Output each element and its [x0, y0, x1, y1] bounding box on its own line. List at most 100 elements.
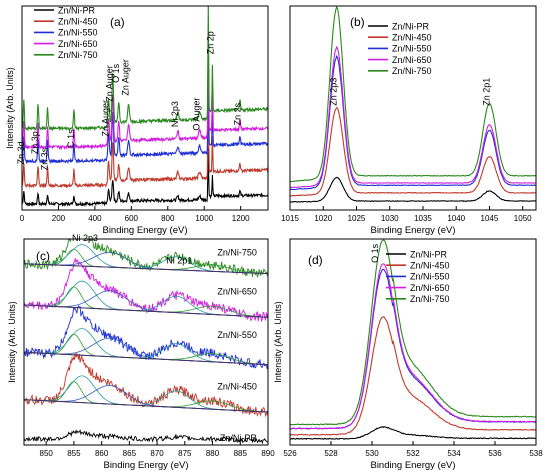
legend-label-zn-ni-450: Zn/Ni-450	[410, 261, 450, 271]
x-tick-label-c-875: 875	[178, 449, 192, 458]
baseline-zn-ni-550	[24, 351, 268, 366]
x-tick-label-b-1015: 1015	[281, 214, 299, 223]
panel-label-c: (c)	[36, 249, 50, 263]
plot-area-a	[22, 6, 268, 208]
series-line-zn-ni-pr	[24, 429, 268, 445]
series-line-zn-ni-pr	[290, 426, 536, 440]
x-tick-label-b-1040: 1040	[447, 214, 465, 223]
annotation-ni-2p3: Ni 2p3	[72, 233, 98, 243]
x-tick-label-c-880: 880	[206, 449, 220, 458]
x-tick-label-a-800: 800	[161, 214, 175, 223]
series-line-zn-ni-450	[290, 106, 536, 197]
series-line-zn-ni-450	[24, 352, 268, 418]
legend-label-zn-ni-450: Zn/Ni-450	[392, 33, 432, 43]
x-tick-label-a-200: 200	[52, 214, 66, 223]
legend-label-zn-ni-550: Zn/Ni-550	[410, 272, 450, 282]
annotation-zn-2p-10: Zn 2p	[205, 31, 215, 54]
series-line-zn-ni-450	[22, 83, 268, 189]
series-line-zn-ni-550	[22, 48, 268, 165]
x-tick-label-b-1025: 1025	[348, 214, 366, 223]
x-axis-label-d: Binding Energy (eV)	[370, 460, 455, 471]
legend-label-zn-ni-650: Zn/Ni-650	[58, 39, 98, 49]
series-label-zn-ni-650: Zn/Ni-650	[217, 287, 257, 297]
panel-b: 1015 1020 1025 1030 1035 1040 1045 1050 Binding …	[281, 5, 537, 236]
y-axis-label-a: Intensity (Arb. Units)	[5, 67, 15, 149]
x-tick-label-d-538: 538	[529, 449, 543, 458]
x-tick-label-b-1045: 1045	[481, 214, 499, 223]
plot-frame-b	[289, 5, 537, 211]
legend-b: Zn/Ni-PR Zn/Ni-450Zn/Ni-550Zn/Ni-650Zn/Ni…	[368, 21, 432, 76]
panel-label-b: (b)	[350, 15, 365, 29]
x-tick-label-c-870: 870	[150, 449, 164, 458]
annotation-o-auger-9: O Auger	[192, 98, 202, 131]
annotation-zn-auger-4: Zn Auger	[101, 100, 111, 137]
series-line-zn-ni-pr	[22, 147, 268, 208]
x-tick-label-b-1035: 1035	[414, 214, 432, 223]
annotation-zn-2p3-0: Zn 2p3	[329, 78, 339, 106]
x-tick-label-d-526: 526	[283, 449, 297, 458]
baseline-zn-ni-750	[24, 263, 268, 275]
legend-label-zn-ni-750: Zn/Ni-750	[410, 294, 450, 304]
legend-label-zn-ni-pr: Zn/Ni-PR	[58, 5, 96, 15]
x-tick-label-c-890: 890	[261, 449, 275, 458]
x-tick-label-a-1000: 1000	[195, 214, 213, 223]
x-tick-label-d-534: 534	[447, 449, 461, 458]
x-axis-label-b: Binding Energy (eV)	[370, 225, 455, 236]
annotation-ni-2p3-8: Ni 2p3	[170, 101, 180, 127]
legend-a: Zn/Ni-PR Zn/Ni-450Zn/Ni-550Zn/Ni-650Zn/Ni…	[34, 5, 98, 60]
annotation-zn-3d-0: Zn 3d	[16, 141, 26, 164]
x-tick-label-d-536: 536	[488, 449, 502, 458]
x-axis-label-a: Binding Energy (eV)	[102, 225, 187, 236]
series-line-zn-ni-650	[24, 257, 268, 323]
legend-label-zn-ni-750: Zn/Ni-750	[58, 50, 98, 60]
baseline-zn-ni-650	[24, 304, 268, 318]
plot-area-b	[290, 6, 536, 203]
plot-area-d	[290, 239, 536, 440]
x-tick-label-a-1200: 1200	[232, 214, 250, 223]
annotation-o-1s-0: O 1s	[370, 243, 380, 263]
x-tick-label-a-400: 400	[88, 214, 102, 223]
series-line-zn-ni-pr	[290, 176, 536, 203]
y-axis-label-c: Intensity (Arb. Units)	[7, 301, 17, 383]
baseline-zn-ni-450	[24, 399, 268, 413]
x-tick-label-a-600: 600	[125, 214, 139, 223]
legend-label-zn-ni-550: Zn/Ni-550	[392, 44, 432, 54]
series-label-zn-ni-450: Zn/Ni-450	[217, 381, 257, 391]
panel-label-a: (a)	[110, 15, 125, 29]
x-tick-label-a-0: 0	[20, 214, 25, 223]
x-tick-label-c-850: 850	[40, 449, 54, 458]
series-label-zn-ni-550: Zn/Ni-550	[217, 330, 257, 340]
series-line-zn-ni-750	[22, 6, 268, 132]
annotation-o-1s-6: O 1s	[111, 63, 121, 83]
panel-c: 850 855 860 865 870 875 880 885 890 Binding Energ…	[7, 233, 275, 471]
legend-d: Zn/Ni-PR Zn/Ni-450Zn/Ni-550Zn/Ni-650Zn/Ni…	[386, 249, 450, 304]
x-tick-label-b-1050: 1050	[514, 214, 532, 223]
series-line-zn-ni-650	[290, 263, 536, 430]
legend-label-zn-ni-650: Zn/Ni-650	[392, 55, 432, 65]
annotation-zn-3p-1: Zn 3p	[30, 131, 40, 154]
legend-label-zn-ni-750: Zn/Ni-750	[392, 66, 432, 76]
legend-label-zn-ni-pr: Zn/Ni-PR	[410, 249, 448, 259]
series-line-zn-ni-650	[22, 27, 268, 151]
x-tick-label-b-1030: 1030	[381, 214, 399, 223]
x-tick-label-d-528: 528	[324, 449, 338, 458]
series-line-zn-ni-550	[290, 54, 536, 191]
series-line-zn-ni-450	[290, 316, 536, 436]
panel-label-d: (d)	[308, 253, 323, 267]
annotation-zn-auger-7: Zn Auger	[121, 59, 131, 96]
annotation-ni-2p1: Ni 2p1	[166, 256, 192, 266]
annotation-zn-auger-5: Zn Auger	[105, 65, 115, 102]
annotation-c-1s-3: C 1s	[66, 129, 76, 148]
annotation-zn-2s-11: Zn 2s	[233, 102, 243, 125]
y-axis-label-d: Intensity (Arb. Units)	[273, 301, 283, 383]
legend-label-zn-ni-pr: Zn/Ni-PR	[392, 21, 430, 31]
x-tick-label-c-855: 855	[67, 449, 81, 458]
series-line-zn-ni-750	[290, 239, 536, 426]
x-tick-label-b-1020: 1020	[314, 214, 332, 223]
x-tick-label-c-865: 865	[123, 449, 137, 458]
panel-d: 526 528 530 532 534 536 538 Binding Energy (eV)…	[273, 238, 543, 471]
annotation-zn-3s-2: Zn 3s	[40, 147, 50, 170]
series-label-zn-ni-pr: Zn/Ni-PR	[220, 433, 258, 443]
x-tick-label-c-885: 885	[234, 449, 248, 458]
